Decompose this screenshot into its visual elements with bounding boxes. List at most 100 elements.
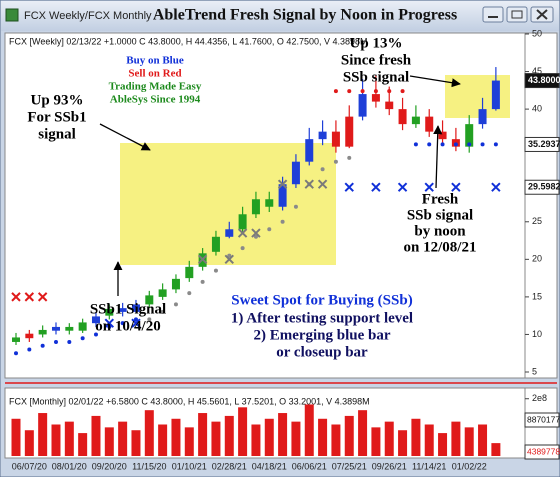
- signal-dot: [467, 142, 472, 147]
- highlight-box: [445, 75, 510, 118]
- signal-dot: [227, 253, 232, 258]
- y-tick-label: 5: [532, 366, 537, 376]
- signal-dot: [133, 317, 138, 322]
- x-tick-label: 07/25/21: [332, 461, 367, 471]
- price-marker-label: 29.5982: [528, 182, 560, 192]
- candle-body: [38, 329, 47, 335]
- candle-body: [185, 266, 194, 279]
- volume-bar: [51, 424, 61, 456]
- candle-body: [131, 304, 140, 312]
- candle-body: [265, 199, 274, 207]
- signal-x: [104, 318, 115, 328]
- note: Since fresh: [341, 52, 412, 68]
- signal-dot: [347, 89, 352, 94]
- app-icon: [5, 8, 19, 22]
- legend-note: Sell on Red: [128, 68, 181, 80]
- volume-bar: [224, 415, 234, 456]
- x-tick-label: 09/20/20: [92, 461, 127, 471]
- x-tick-label: 01/10/21: [172, 461, 207, 471]
- candle-body: [491, 80, 500, 110]
- candle-body: [385, 101, 394, 110]
- candle-body: [238, 214, 247, 230]
- arrow: [433, 125, 443, 189]
- candle-body: [331, 131, 340, 147]
- volume-bar: [304, 404, 314, 456]
- volume-bar: [64, 421, 74, 456]
- volume-bar: [331, 424, 341, 456]
- annotations: Buy on Blue Sell on Red Trading Made Eas…: [27, 35, 476, 360]
- volume-bar: [411, 418, 421, 456]
- maximize-button[interactable]: [506, 6, 528, 23]
- signal-dot: [413, 142, 418, 147]
- signal-x: [304, 179, 314, 189]
- readout-box: [524, 412, 560, 428]
- volume-bar: [38, 413, 48, 456]
- tab-title: FCX Weekly/FCX Monthly: [24, 10, 152, 22]
- y-tick-label: 20: [532, 254, 542, 264]
- candle-body: [51, 326, 60, 331]
- signal-dot: [480, 142, 485, 147]
- signal-dot: [493, 142, 498, 147]
- candle-body: [78, 322, 87, 331]
- volume-bar: [211, 421, 221, 456]
- candle-body: [305, 139, 314, 162]
- y-tick-label: 45: [532, 66, 542, 76]
- volume-bar: [198, 413, 208, 456]
- signal-x: [197, 254, 208, 265]
- candle-body: [411, 116, 420, 125]
- note: SSb signal: [407, 207, 473, 223]
- window-buttons: [482, 6, 554, 23]
- signal-dot: [293, 204, 298, 209]
- volume-bar: [251, 424, 261, 456]
- candle-body: [225, 229, 234, 237]
- signal-dot: [173, 302, 178, 307]
- signal-x: [491, 182, 501, 192]
- x-tick-label: 08/01/20: [52, 461, 87, 471]
- legend-note: Trading Made Easy: [109, 81, 202, 93]
- note: on 10/4/20: [95, 318, 160, 334]
- candle-body: [438, 131, 447, 140]
- x-tick-label: 09/26/21: [372, 461, 407, 471]
- x-tick-label: 01/02/22: [452, 461, 487, 471]
- signal-x: [11, 292, 21, 302]
- candle-body: [291, 161, 300, 185]
- signal-dot: [360, 89, 365, 94]
- candle-body: [105, 308, 114, 316]
- note: Fresh: [422, 191, 459, 207]
- price-marker: [524, 136, 560, 152]
- signal-x: [277, 179, 288, 189]
- volume-bar: [464, 427, 474, 456]
- candle-body: [318, 131, 327, 140]
- window-title: AbleTrend Fresh Signal by Noon in Progre…: [153, 7, 457, 24]
- y-tick-label: 40: [532, 103, 542, 113]
- readout-box: [524, 444, 560, 460]
- candle-body: [65, 326, 74, 331]
- candle-body: [171, 278, 180, 290]
- note: 1) After testing support level: [231, 310, 413, 326]
- candle-body: [371, 94, 380, 102]
- arrow: [409, 75, 461, 88]
- volume-bar: [478, 424, 488, 456]
- signal-dot: [253, 234, 258, 239]
- x-tick-label: 11/15/20: [132, 461, 166, 471]
- signal-dot: [427, 142, 432, 147]
- volume-bar: [238, 407, 248, 456]
- candle-body: [278, 184, 287, 207]
- signal-dot: [14, 351, 18, 356]
- signal-dot: [347, 155, 352, 160]
- panel-header: FCX [Weekly] 02/13/22 +1.0000 C 43.8000,…: [9, 36, 368, 46]
- signal-dot: [453, 142, 458, 147]
- minimize-button[interactable]: [482, 6, 504, 23]
- volume-bar: [371, 427, 381, 456]
- note: by noon: [414, 223, 466, 239]
- signal-x: [344, 182, 354, 192]
- note: on 12/08/21: [404, 239, 477, 255]
- arrow: [99, 123, 151, 151]
- volume-bar: [451, 421, 461, 456]
- y-tick-label: 25: [532, 216, 542, 226]
- signal-x: [37, 292, 48, 302]
- signal-x: [24, 292, 35, 302]
- x-tick-label: 06/07/20: [12, 461, 47, 471]
- candle-body: [251, 199, 260, 215]
- signal-dot: [387, 89, 392, 94]
